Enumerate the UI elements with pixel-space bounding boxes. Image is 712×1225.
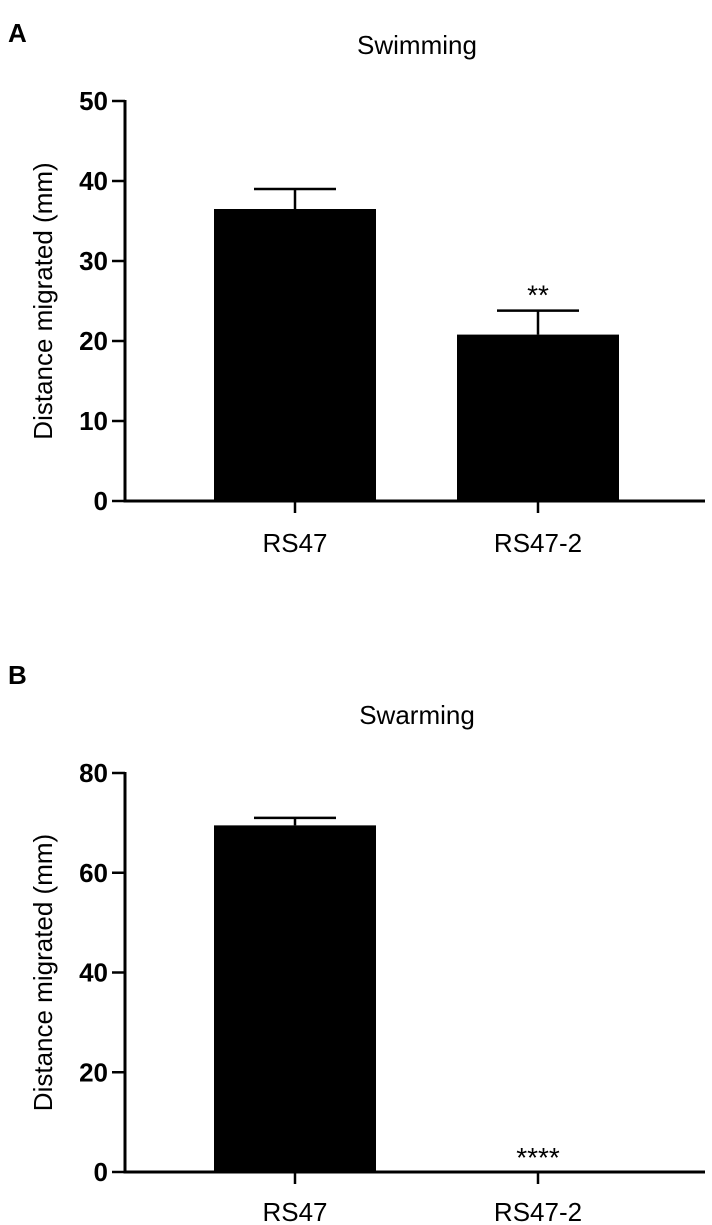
y-tick-label: 80 [79, 758, 108, 788]
bar [214, 825, 376, 1172]
x-tick-label: RS47-2 [494, 528, 582, 558]
y-tick-label: 30 [79, 246, 108, 276]
y-tick-label: 0 [94, 1157, 108, 1187]
y-tick-label: 40 [79, 166, 108, 196]
chart-title: Swarming [359, 700, 475, 730]
chart-panel-a: A Swimming Distance migrated (mm) RS47 ** RS4… [8, 18, 705, 558]
y-tick-label: 60 [79, 858, 108, 888]
y-tick-label: 10 [79, 406, 108, 436]
significance-label: **** [516, 1142, 560, 1173]
y-tick-label: 20 [79, 1057, 108, 1087]
significance-label: ** [527, 280, 549, 311]
x-tick-label: RS47 [262, 528, 327, 558]
y-tick-label: 0 [94, 486, 108, 516]
chart-panel-b: B Swarming Distance migrated (mm) RS47 **** R… [8, 660, 705, 1225]
x-tick-label: RS47 [262, 1197, 327, 1225]
y-axis-label: Distance migrated (mm) [28, 162, 58, 439]
chart-title: Swimming [357, 30, 477, 60]
x-tick-label: RS47-2 [494, 1197, 582, 1225]
y-tick-label: 40 [79, 958, 108, 988]
bar [214, 209, 376, 501]
panel-letter: A [8, 18, 27, 48]
y-axis-label: Distance migrated (mm) [28, 834, 58, 1111]
y-tick-label: 50 [79, 86, 108, 116]
panel-letter: B [8, 660, 27, 690]
y-tick-label: 20 [79, 326, 108, 356]
bar [457, 334, 619, 501]
